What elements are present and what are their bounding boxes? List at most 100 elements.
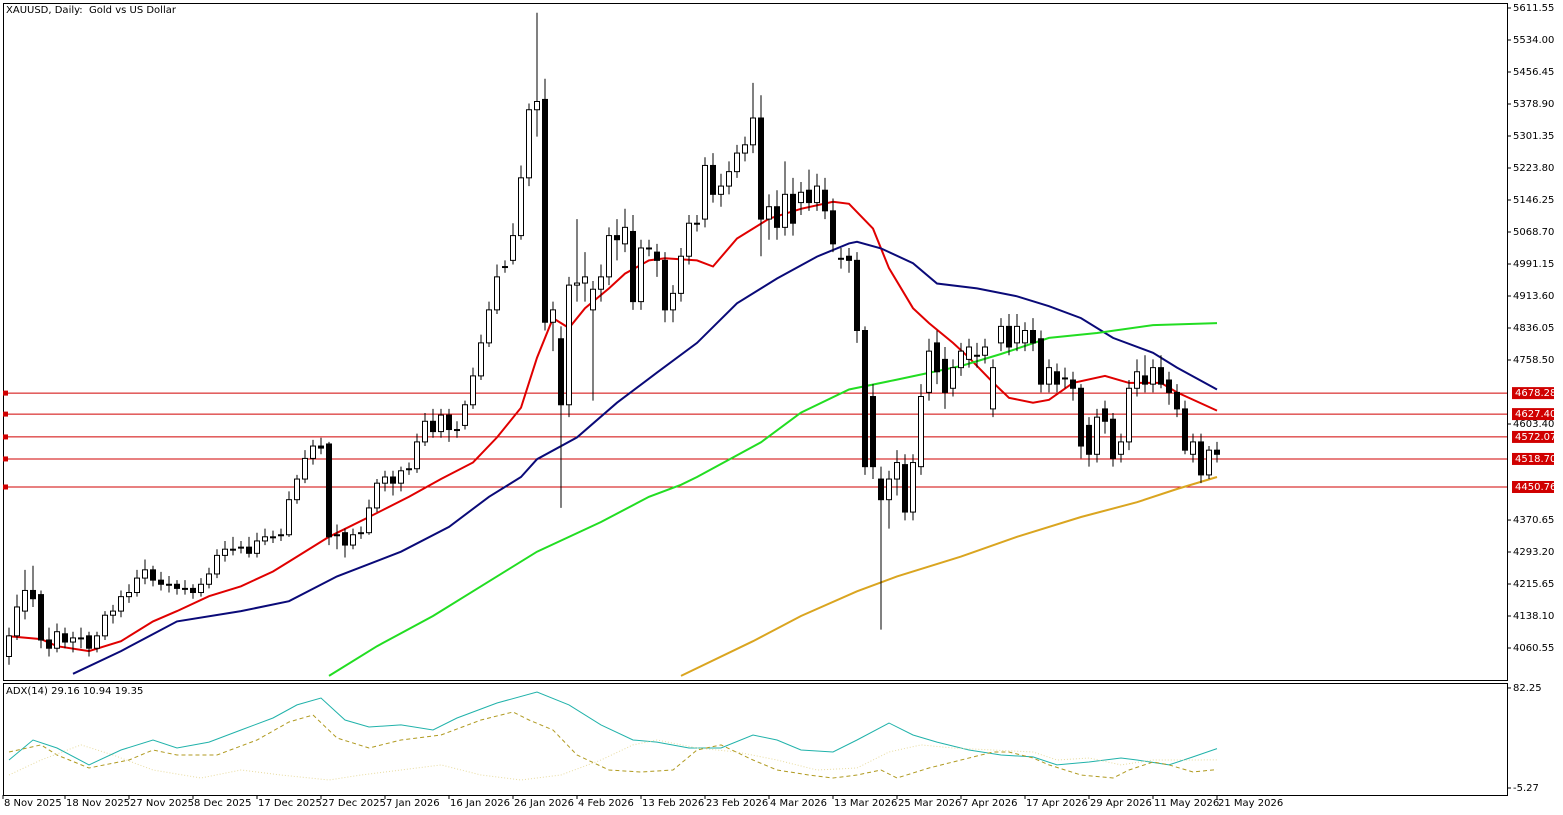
candle-body: [46, 639, 52, 649]
candle-body: [558, 338, 564, 406]
y-tick-label: 4836.05: [1513, 323, 1554, 334]
candle-body: [1062, 377, 1068, 380]
indicator-line: [328, 322, 1218, 677]
candle-body: [510, 235, 516, 261]
candle-body: [1094, 416, 1100, 455]
candle-body: [86, 635, 92, 649]
candle-body: [846, 255, 852, 261]
candle-body: [430, 420, 436, 433]
candle-body: [1054, 371, 1060, 385]
candle-body: [902, 464, 908, 513]
candle-body: [574, 282, 580, 286]
candle-body: [1006, 325, 1012, 348]
candle-body: [142, 569, 148, 579]
candle-body: [382, 476, 388, 484]
candle-body: [526, 109, 532, 179]
candle-body: [1030, 330, 1036, 344]
candle-body: [270, 536, 276, 539]
candle-body: [94, 635, 100, 649]
candle-body: [910, 462, 916, 513]
x-tick-label: 25 Mar 2026: [898, 798, 961, 809]
x-tick-label: 26 Jan 2026: [514, 798, 574, 809]
indicator-line: [8, 711, 1218, 779]
candle-body: [238, 546, 244, 549]
candle-body: [438, 414, 444, 433]
candle-body: [1078, 387, 1084, 447]
candle-body: [230, 548, 236, 551]
candle-body: [470, 375, 476, 406]
candle-body: [742, 144, 748, 154]
x-tick-label: 8 Nov 2025: [4, 798, 62, 809]
x-tick-label: 17 Apr 2026: [1026, 798, 1088, 809]
candle-body: [1142, 375, 1148, 385]
candle-body: [566, 284, 572, 406]
candle-body: [598, 276, 604, 290]
level-marker: [3, 484, 8, 490]
candle-body: [998, 325, 1004, 344]
candle-body: [134, 577, 140, 594]
candle-body: [110, 610, 116, 616]
candle-body: [1118, 441, 1124, 455]
candle-body: [758, 117, 764, 220]
x-tick-label: 17 Dec 2025: [258, 798, 322, 809]
candle-body: [494, 276, 500, 311]
candle-body: [686, 222, 692, 257]
candle-body: [942, 358, 948, 393]
indicator-line: [8, 691, 1218, 766]
candle-body: [1022, 330, 1028, 344]
candle-body: [286, 499, 292, 536]
y-tick-label: 4370.65: [1513, 515, 1554, 526]
candle-body: [38, 594, 44, 641]
candle-body: [694, 222, 700, 225]
candle-body: [334, 534, 340, 537]
candle-body: [670, 292, 676, 311]
x-tick-label: 4 Feb 2026: [578, 798, 634, 809]
candle-body: [1174, 391, 1180, 410]
candle-body: [798, 191, 804, 204]
candle-body: [878, 478, 884, 501]
candle-body: [630, 230, 636, 303]
candle-body: [750, 117, 756, 146]
candle-body: [926, 350, 932, 393]
level-tag: [1512, 430, 1554, 443]
y-tick-label: 5301.35: [1513, 131, 1554, 142]
candle-body: [502, 266, 508, 269]
candle-body: [398, 470, 404, 484]
candle-body: [342, 532, 348, 546]
candle-body: [1038, 338, 1044, 385]
candle-body: [262, 536, 268, 542]
y-tick-label: 5456.45: [1513, 67, 1554, 78]
y-tick-label: 5146.25: [1513, 195, 1554, 206]
x-tick-label: 29 Apr 2026: [1090, 798, 1152, 809]
x-tick-label: 13 Feb 2026: [642, 798, 704, 809]
candle-body: [294, 478, 300, 501]
y-tick-label: -5.27: [1513, 783, 1539, 794]
candle-body: [606, 235, 612, 278]
candle-body: [830, 210, 836, 245]
candle-body: [22, 589, 28, 612]
candle-body: [550, 309, 556, 323]
candle-body: [622, 226, 628, 245]
candle-body: [70, 637, 76, 643]
candle-body: [350, 534, 356, 546]
candle-body: [150, 569, 156, 581]
x-tick-label: 18 Nov 2025: [66, 798, 130, 809]
candle-body: [1150, 367, 1156, 385]
candle-body: [358, 532, 364, 535]
candle-body: [542, 98, 548, 323]
candle-body: [1110, 418, 1116, 459]
candle-body: [838, 257, 844, 260]
candle-body: [302, 457, 308, 480]
candle-body: [6, 635, 12, 657]
candle-body: [710, 164, 716, 195]
x-tick-label: 13 Mar 2026: [834, 798, 897, 809]
price-panel-frame: [3, 3, 1508, 681]
y-tick-label: 4913.60: [1513, 291, 1554, 302]
candle-body: [1046, 367, 1052, 385]
candle-body: [614, 235, 620, 241]
candle-body: [1102, 408, 1108, 422]
indicator-title: ADX(14) 29.16 10.94 19.35: [6, 686, 143, 697]
candle-body: [206, 573, 212, 585]
candle-body: [934, 342, 940, 373]
candle-body: [654, 251, 660, 261]
